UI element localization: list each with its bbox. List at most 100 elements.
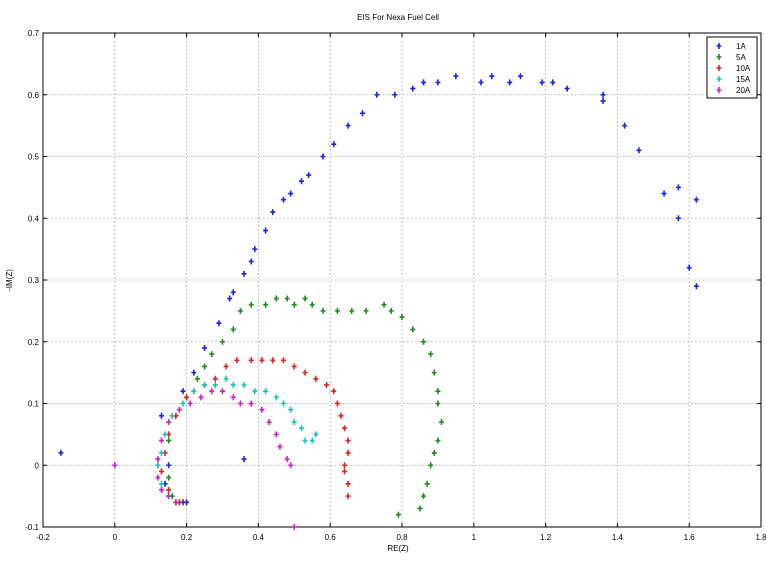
data-point bbox=[241, 456, 247, 463]
y-tick-label: 0.6 bbox=[28, 91, 40, 100]
data-point bbox=[166, 474, 172, 481]
data-point bbox=[334, 307, 340, 314]
data-point bbox=[395, 511, 401, 518]
data-point bbox=[191, 369, 197, 376]
data-point bbox=[248, 301, 254, 308]
data-point bbox=[173, 499, 179, 506]
data-point bbox=[489, 73, 495, 80]
data-point bbox=[381, 301, 387, 308]
data-point bbox=[431, 369, 437, 376]
data-point bbox=[184, 394, 190, 401]
x-tick-label: 0.6 bbox=[325, 533, 337, 542]
data-point bbox=[252, 388, 258, 395]
legend-marker bbox=[716, 43, 722, 49]
y-tick-label: 0.2 bbox=[28, 338, 40, 347]
data-point bbox=[223, 363, 229, 370]
data-point bbox=[259, 406, 265, 413]
data-point bbox=[636, 147, 642, 154]
data-point bbox=[342, 468, 348, 475]
data-point bbox=[302, 295, 308, 302]
data-point bbox=[241, 270, 247, 277]
data-point bbox=[263, 388, 269, 395]
data-point bbox=[507, 79, 513, 86]
data-point bbox=[298, 178, 304, 185]
data-point bbox=[270, 357, 276, 364]
legend-marker bbox=[716, 65, 722, 71]
data-point bbox=[302, 369, 308, 376]
data-point bbox=[202, 363, 208, 370]
data-point bbox=[259, 357, 265, 364]
data-point bbox=[237, 400, 243, 407]
data-point bbox=[291, 524, 297, 530]
data-point bbox=[273, 295, 279, 302]
data-point bbox=[266, 419, 272, 426]
data-point bbox=[158, 480, 164, 487]
data-point bbox=[331, 388, 337, 395]
data-point bbox=[234, 357, 240, 364]
data-point bbox=[435, 388, 441, 395]
data-point bbox=[564, 85, 570, 92]
x-tick-label: 1.6 bbox=[684, 533, 696, 542]
data-point bbox=[230, 381, 236, 388]
data-point bbox=[212, 381, 218, 388]
y-axis-title: -IM(Z) bbox=[5, 269, 14, 291]
data-point bbox=[155, 456, 161, 463]
data-point bbox=[281, 196, 287, 203]
series-20a bbox=[112, 388, 297, 530]
data-point bbox=[410, 326, 416, 333]
data-point bbox=[392, 91, 398, 98]
data-point bbox=[675, 215, 681, 222]
legend-box bbox=[706, 36, 758, 99]
data-point bbox=[241, 381, 247, 388]
data-point bbox=[273, 394, 279, 401]
data-point bbox=[230, 326, 236, 333]
data-point bbox=[388, 307, 394, 314]
data-point bbox=[252, 246, 258, 253]
data-point bbox=[410, 85, 416, 92]
data-point bbox=[428, 462, 434, 469]
x-tick-label: 1.4 bbox=[612, 533, 624, 542]
data-point bbox=[675, 184, 681, 191]
data-point bbox=[360, 110, 366, 117]
data-point bbox=[112, 462, 118, 469]
data-point bbox=[453, 73, 459, 80]
data-point bbox=[374, 91, 380, 98]
data-point bbox=[198, 394, 204, 401]
data-point bbox=[435, 437, 441, 444]
data-point bbox=[417, 505, 423, 512]
data-point bbox=[334, 400, 340, 407]
x-tick-label: -0.2 bbox=[36, 533, 50, 542]
data-point bbox=[345, 437, 351, 444]
legend: 1A 5A 10A 15A 20A bbox=[706, 36, 758, 99]
data-point bbox=[166, 437, 172, 444]
data-point bbox=[180, 388, 186, 395]
data-point bbox=[342, 462, 348, 469]
y-tick-label: 0.5 bbox=[28, 153, 40, 162]
legend-marker bbox=[716, 54, 722, 60]
data-point bbox=[331, 141, 337, 148]
legend-label: 15A bbox=[736, 75, 751, 84]
series-10a bbox=[158, 357, 351, 506]
data-point bbox=[230, 394, 236, 401]
data-point bbox=[273, 431, 279, 438]
data-point bbox=[155, 462, 161, 469]
data-point bbox=[550, 79, 556, 86]
data-point bbox=[166, 462, 172, 469]
data-point bbox=[191, 388, 197, 395]
data-point bbox=[399, 314, 405, 321]
legend-label: 5A bbox=[736, 53, 746, 62]
data-point bbox=[223, 375, 229, 382]
legend-label: 1A bbox=[736, 42, 746, 51]
data-point bbox=[600, 97, 606, 104]
legend-label: 20A bbox=[736, 86, 751, 95]
data-point bbox=[281, 400, 287, 407]
data-point bbox=[202, 344, 208, 351]
x-tick-label: 0.2 bbox=[181, 533, 193, 542]
data-point bbox=[291, 419, 297, 426]
data-point bbox=[158, 486, 164, 493]
data-point bbox=[345, 493, 351, 500]
data-point bbox=[291, 363, 297, 370]
data-point bbox=[478, 79, 484, 86]
data-point bbox=[428, 351, 434, 358]
data-point bbox=[202, 381, 208, 388]
